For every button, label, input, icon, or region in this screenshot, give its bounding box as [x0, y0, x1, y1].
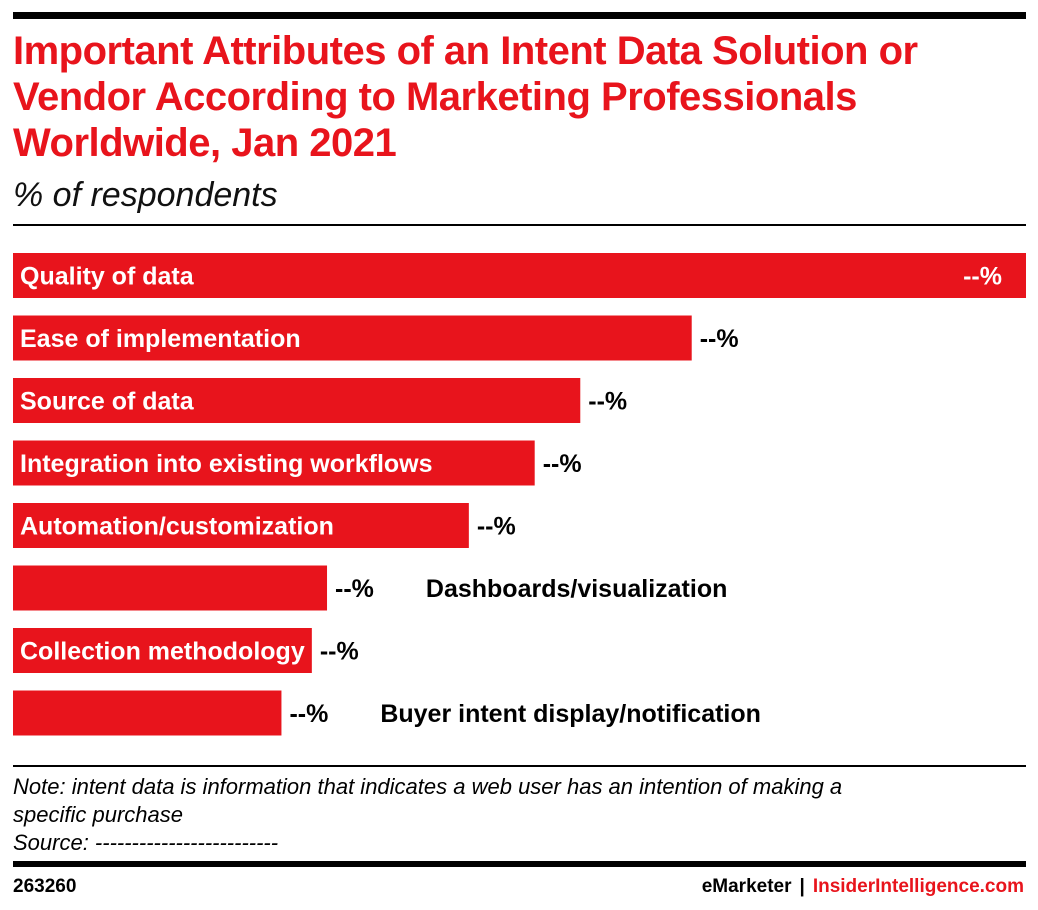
bar-1: [13, 315, 692, 361]
note-line-1: Note: intent data is information that in…: [13, 774, 843, 799]
chart-subtitle: % of respondents: [13, 176, 278, 214]
source-line: Source: -------------------------: [13, 830, 279, 855]
bar-3: [13, 440, 535, 486]
note-line-2: specific purchase: [13, 802, 183, 827]
category-label-7: Buyer intent display/notification: [380, 700, 761, 728]
brand-separator: |: [799, 876, 805, 897]
value-label-5: --%: [335, 575, 374, 603]
bar-2: [13, 378, 581, 423]
category-label-3: Integration into existing workflows: [20, 450, 433, 478]
value-label-2: --%: [588, 388, 627, 416]
chart-title: Important Attributes of an Intent Data S…: [13, 29, 918, 165]
value-label-3: --%: [543, 450, 582, 478]
top-rule: [13, 12, 1026, 19]
category-label-5: Dashboards/visualization: [426, 575, 727, 603]
category-label-2: Source of data: [20, 388, 195, 416]
value-label-1: --%: [700, 325, 739, 353]
bar-chart: --% Quality of data --% Ease of implementat…: [13, 253, 1026, 736]
bar-5: [13, 565, 328, 611]
value-label-6: --%: [320, 638, 359, 666]
bar-4: [13, 503, 469, 548]
bottom-rule: [13, 861, 1026, 867]
value-label-7: --%: [289, 700, 328, 728]
category-label-0: Quality of data: [20, 263, 195, 291]
brand-insiderintelligence[interactable]: InsiderIntelligence.com: [812, 876, 1024, 897]
header-divider: [13, 224, 1026, 226]
category-label-1: Ease of implementation: [20, 325, 301, 353]
bar-7: [13, 690, 282, 736]
footer-brand: eMarketer | InsiderIntelligence.com: [702, 876, 1024, 898]
notes-divider: [13, 765, 1026, 767]
note-block: Note: intent data is information that in…: [13, 773, 1013, 857]
value-label-0: --%: [963, 263, 1002, 291]
category-label-4: Automation/customization: [20, 513, 334, 541]
category-label-6: Collection methodology: [20, 638, 305, 666]
value-label-4: --%: [477, 513, 516, 541]
bar-0: [13, 253, 1026, 298]
bar-6: [13, 628, 312, 673]
chart-id: 263260: [13, 876, 77, 897]
brand-emarketer: eMarketer: [701, 876, 792, 897]
